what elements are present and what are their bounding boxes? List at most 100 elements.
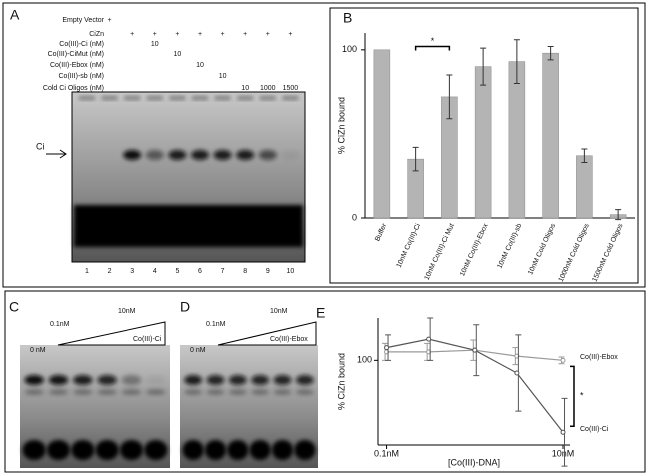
cell: 1000 — [260, 85, 276, 92]
free-probe — [271, 440, 294, 460]
error-bar — [513, 39, 520, 84]
error-bar — [480, 47, 487, 86]
band — [97, 389, 117, 395]
x-axis-label: [Co(III)-DNA] — [448, 457, 500, 467]
band — [24, 389, 44, 395]
x-tick-label: 10nM — [552, 448, 575, 458]
y-tick-label: 100 — [357, 355, 372, 365]
band — [213, 150, 232, 160]
significance-bracket — [414, 45, 451, 51]
bottom-frame — [4, 290, 646, 473]
significance-mark: * — [580, 391, 584, 401]
free-probe — [249, 440, 271, 460]
band — [236, 150, 255, 160]
panel-b-frame — [329, 7, 639, 284]
series-line — [386, 338, 564, 433]
band — [295, 389, 314, 395]
band — [123, 150, 142, 160]
band — [206, 389, 225, 395]
row-label: Co(III)-Ci (nM) — [59, 41, 104, 48]
gel-c-bands — [22, 375, 168, 460]
cell: 10 — [241, 85, 249, 92]
bar — [576, 155, 593, 219]
well — [192, 96, 208, 100]
error-bar — [547, 45, 554, 61]
series-label: Co(III)-Ci — [580, 426, 609, 433]
band — [228, 375, 247, 385]
conc-label: 0 nM — [190, 347, 206, 354]
conc-label: 0 nM — [30, 347, 46, 354]
lane-number: 5 — [175, 268, 179, 275]
y-tick-label: 0 — [352, 212, 357, 222]
cell: + — [175, 31, 179, 38]
band — [191, 150, 209, 160]
band — [73, 375, 93, 385]
error-bar — [446, 74, 453, 120]
cell: + — [108, 17, 112, 24]
band — [184, 375, 203, 385]
y-axis-label: % CiZn bound — [336, 353, 346, 410]
bar — [508, 61, 526, 219]
cell: + — [288, 31, 292, 38]
band — [145, 150, 164, 160]
x-tick-label: 1500nM Cold Oligos — [591, 222, 624, 283]
well — [146, 96, 163, 100]
cell: + — [243, 31, 247, 38]
x-tick-label: 0.1nM — [374, 448, 399, 458]
gel-d-bands — [182, 375, 316, 460]
band — [295, 375, 314, 385]
y-tick-label: 100 — [342, 44, 357, 54]
error-bar — [581, 148, 588, 163]
panel-label: A — [10, 7, 20, 23]
row-label: Empty Vector — [62, 17, 104, 24]
free-probe — [95, 440, 119, 460]
band — [121, 389, 142, 395]
cell: 10 — [196, 62, 204, 69]
point — [560, 357, 566, 363]
wedge — [57, 321, 166, 346]
x-tick-label: 10nM Co(III)-Ci — [396, 222, 423, 269]
x-tick-label: 10nM Cold Oligos — [527, 222, 557, 276]
band — [97, 375, 117, 385]
lane-number: 8 — [243, 268, 247, 275]
point — [472, 347, 478, 353]
lane-number: 1 — [85, 268, 89, 275]
free-probe — [119, 440, 144, 460]
well — [237, 96, 254, 100]
free-probe — [46, 440, 71, 460]
conc-label: 10nM — [270, 308, 288, 315]
band — [273, 375, 292, 385]
cell: 1500 — [283, 85, 299, 92]
row-label: CiZn — [89, 31, 104, 38]
panel-label: C — [9, 299, 19, 315]
cell: 10 — [219, 73, 227, 80]
band — [146, 389, 166, 395]
band — [258, 150, 277, 160]
x-tick-label: 1000nM Cold Oligos — [558, 222, 591, 283]
significance-mark: * — [431, 36, 435, 46]
lane-number: 9 — [266, 268, 270, 275]
lane-number: 6 — [198, 268, 202, 275]
free-probe — [182, 440, 204, 460]
band — [73, 389, 93, 395]
gel-a-bands — [74, 96, 303, 247]
free-probe — [294, 440, 316, 460]
x-tick-label: 10nM Co(III)-sb — [496, 223, 523, 270]
significance-bracket — [570, 365, 575, 428]
well — [124, 96, 141, 100]
band — [206, 375, 225, 385]
error-bar — [412, 146, 419, 172]
point — [560, 429, 566, 435]
band — [121, 375, 142, 385]
cell: + — [153, 31, 157, 38]
band — [168, 150, 187, 160]
band — [146, 375, 166, 385]
lane-number: 2 — [108, 268, 112, 275]
top-frame — [2, 2, 646, 288]
point — [426, 336, 432, 342]
band — [24, 375, 44, 385]
x-tick-label: 10nM Co(III)-Ebox — [459, 222, 490, 277]
cell: + — [130, 31, 134, 38]
conc-label: 0.1nM — [50, 321, 70, 328]
